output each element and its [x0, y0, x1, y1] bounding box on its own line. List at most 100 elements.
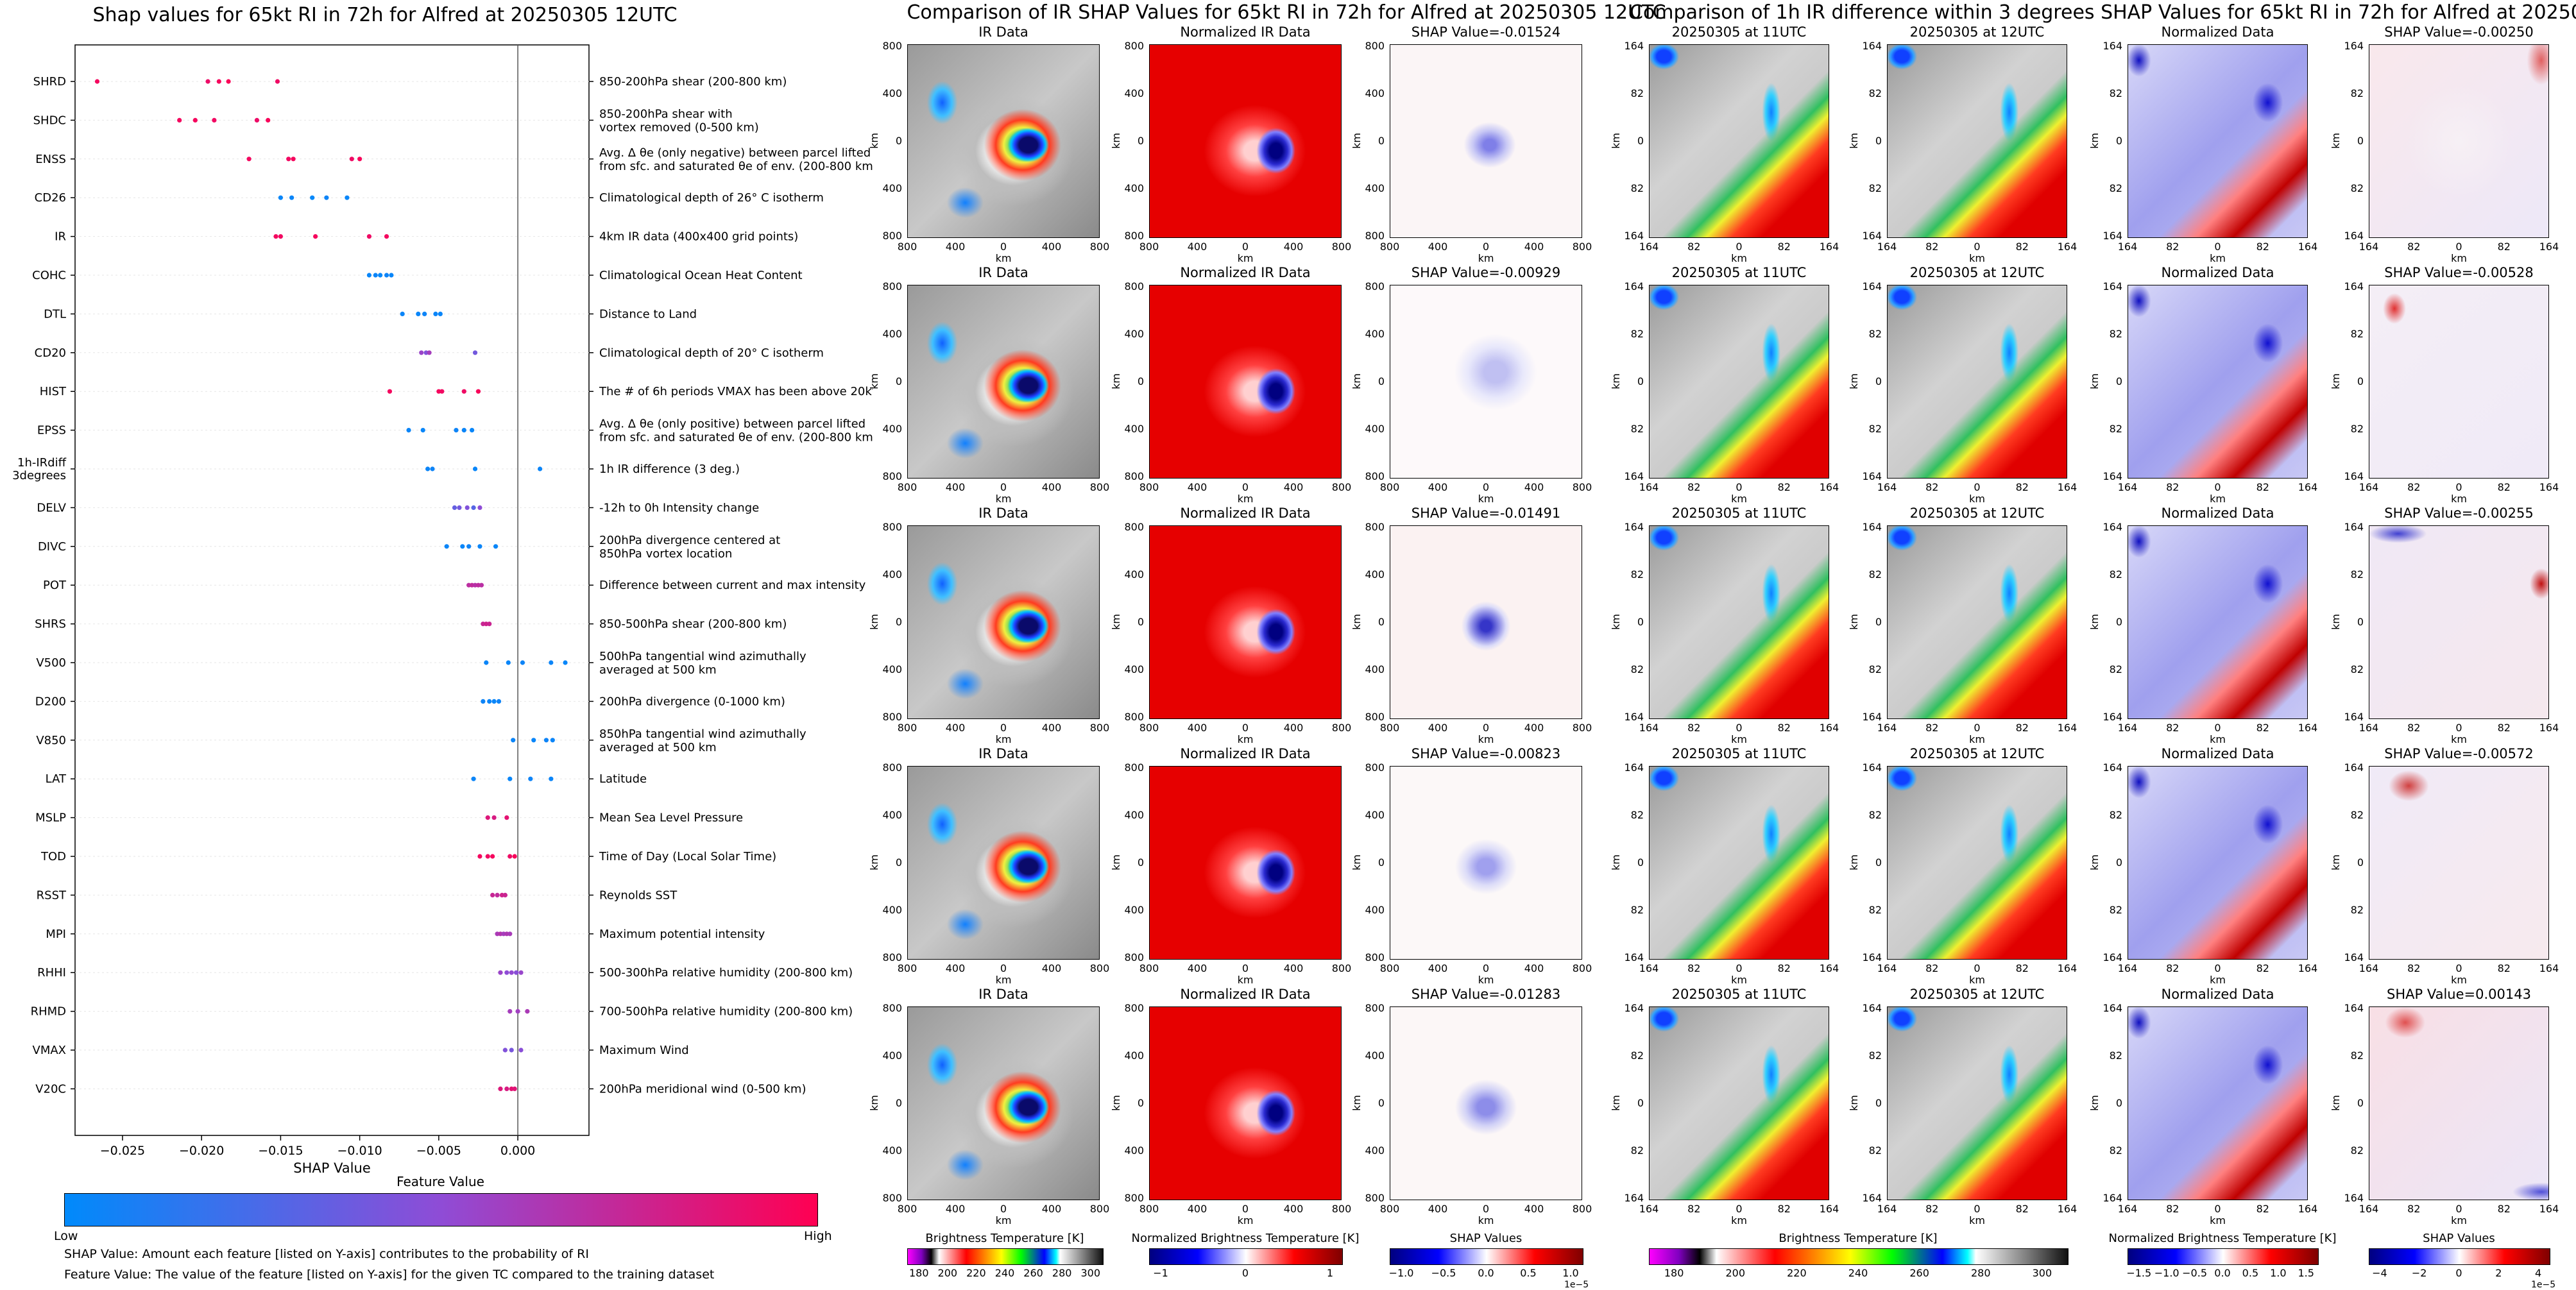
x-tick-label: 0	[1974, 962, 1981, 974]
y-tick-label: 400	[882, 87, 902, 99]
x-tick-label: 164	[1819, 962, 1839, 974]
feature-desc-line: 200hPa meridional wind (0-500 km)	[599, 1082, 806, 1096]
map-image	[2128, 1006, 2308, 1200]
colorbar-label: Brightness Temperature [K]	[1778, 1232, 1938, 1245]
y-axis-label: km	[867, 373, 880, 389]
x-tick-label: 82	[2256, 962, 2269, 974]
x-tick-label: 0	[2455, 1203, 2462, 1215]
x-axis-label: km	[1731, 733, 1747, 745]
x-tick-label: 164	[2057, 722, 2077, 734]
colorbar-tick-label: 180	[1664, 1267, 1684, 1279]
feature-desc-line: 850hPa tangential wind azimuthally	[599, 727, 806, 741]
feature-desc-24: 700-500hPa relative humidity (200-800 km…	[599, 1005, 853, 1019]
shap-point	[477, 854, 482, 859]
colorbar-tick-label: 300	[2032, 1267, 2052, 1279]
y-tick-label: 0	[1137, 1097, 1144, 1109]
shap-point	[537, 466, 543, 471]
feature-name-21: RSST	[37, 888, 67, 902]
feature-name-22: MPI	[46, 928, 66, 941]
x-tick-label: 0	[1736, 962, 1743, 974]
x-tick-label: 82	[1925, 722, 1939, 734]
y-tick-label: 164	[2103, 521, 2122, 533]
shap-point	[512, 854, 517, 859]
x-tick-label: 82	[2015, 241, 2029, 253]
y-axis-label: km	[1350, 373, 1363, 389]
feature-name-10: 1h-IRdiff 3degrees	[12, 456, 67, 482]
y-tick-label: 82	[2350, 568, 2364, 581]
x-tick-label: 164	[1639, 962, 1659, 974]
feature-name-0: SHRD	[33, 75, 66, 89]
colorbar-tick-label: 220	[966, 1267, 986, 1279]
x-tick-label: 0	[1000, 962, 1007, 974]
y-axis-label: km	[2088, 854, 2101, 870]
y-axis-label: km	[1350, 614, 1363, 630]
y-tick-label: 82	[2350, 1144, 2364, 1157]
y-axis-label: km	[2329, 614, 2342, 630]
x-tick-label: 164	[2539, 481, 2559, 493]
feature-desc-line: Maximum potential intensity	[599, 928, 765, 941]
x-axis-label: km	[1969, 493, 1985, 505]
map-title: IR Data	[978, 746, 1028, 761]
y-axis-label: km	[867, 614, 880, 630]
map-title: SHAP Value=0.00143	[2387, 987, 2531, 1002]
shap-point	[501, 931, 506, 937]
colorbar-tick-label: 2	[2495, 1267, 2502, 1279]
y-tick-label: 164	[1862, 951, 1882, 963]
y-tick-label: 82	[1630, 182, 1644, 194]
shap-point	[508, 1009, 513, 1014]
x-axis-label: km	[995, 733, 1012, 745]
map-title: IR Data	[978, 265, 1028, 280]
y-tick-label: 0	[1637, 375, 1644, 387]
feature-name-3: CD26	[35, 191, 66, 205]
feature-value-note: Feature Value: The value of the feature …	[64, 1268, 715, 1282]
map-title: SHAP Value=-0.00528	[2384, 265, 2534, 280]
y-tick-label: 164	[2344, 230, 2364, 242]
feature-name-4: IR	[55, 230, 66, 244]
colorbar-low-label: Low	[54, 1229, 78, 1243]
shap-point	[266, 117, 271, 123]
map-title: 20250305 at 12UTC	[1909, 505, 2045, 521]
y-tick-label: 164	[1624, 711, 1644, 723]
feature-desc-18: Latitude	[599, 772, 647, 786]
y-tick-label: 800	[1124, 951, 1144, 963]
y-axis-label: km	[1847, 133, 1860, 149]
x-tick-label: 800	[1139, 962, 1159, 974]
shap-point	[481, 699, 486, 704]
y-axis-label: km	[1109, 614, 1122, 630]
feature-desc-1: 850-200hPa shear with vortex removed (0-5…	[599, 107, 759, 134]
colorbar	[2128, 1248, 2319, 1265]
shap-point	[94, 79, 100, 84]
shap-point	[466, 544, 472, 549]
shap-point	[504, 815, 509, 820]
y-tick-label: 82	[1868, 87, 1882, 99]
shap-point	[498, 970, 503, 975]
feature-name-16: D200	[35, 695, 66, 708]
y-axis-label: km	[1109, 1095, 1122, 1111]
y-tick-label: 0	[2115, 375, 2122, 387]
x-tick-label: 82	[2497, 962, 2511, 974]
x-tick-label: 164	[2057, 241, 2077, 253]
x-tick-label: 400	[1428, 722, 1448, 734]
y-tick-label: 82	[2350, 663, 2364, 675]
x-tick-label: 164	[2057, 481, 2077, 493]
y-axis-label: km	[1847, 1095, 1860, 1111]
y-axis-label: km	[1609, 373, 1622, 389]
x-tick-label: 82	[1687, 962, 1701, 974]
map-title: SHAP Value=-0.00572	[2384, 746, 2534, 761]
shap-point	[423, 350, 429, 355]
map-title: 20250305 at 11UTC	[1671, 24, 1807, 40]
y-tick-label: 400	[1124, 87, 1144, 99]
y-tick-label: 164	[2344, 761, 2364, 774]
x-tick-label: 164	[2057, 1203, 2077, 1215]
y-tick-label: 0	[1137, 616, 1144, 628]
y-tick-label: 0	[1637, 135, 1644, 147]
x-tick-label: 164	[2298, 481, 2318, 493]
feature-desc-13: Difference between current and max inten…	[599, 579, 866, 592]
feature-name-14: SHRS	[35, 618, 66, 631]
shap-point	[254, 117, 260, 123]
map-title: SHAP Value=-0.00250	[2384, 24, 2534, 40]
x-tick-label: 82	[2256, 1203, 2269, 1215]
y-tick-label: 800	[1124, 40, 1144, 52]
map-title: Normalized Data	[2161, 505, 2274, 521]
shap-point	[509, 1048, 514, 1053]
